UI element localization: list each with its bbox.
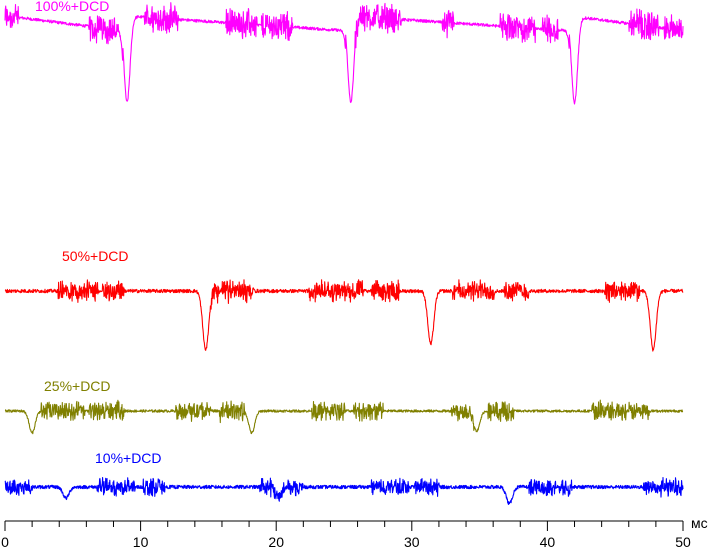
series-line-4	[4, 476, 684, 505]
series-label-4: 10%+DCD	[95, 450, 162, 466]
series-labels: 100%+DCD 50%+DCD 25%+DCD 10%+DCD	[35, 0, 162, 466]
series-line-1	[4, 2, 684, 105]
x-axis-unit-label: мс	[691, 515, 708, 531]
series-line-2	[4, 279, 684, 352]
x-tick-label: 20	[268, 534, 284, 549]
series-layer	[4, 2, 684, 505]
series-label-2: 50%+DCD	[62, 248, 129, 264]
series-label-1: 100%+DCD	[35, 0, 109, 14]
x-tick-label: 50	[675, 534, 691, 549]
x-tick-label: 30	[404, 534, 420, 549]
series-line-3	[4, 399, 684, 435]
x-tick-label: 40	[540, 534, 556, 549]
series-label-3: 25%+DCD	[44, 378, 111, 394]
x-tick-label: 10	[133, 534, 149, 549]
x-tick-label: 0	[1, 534, 9, 549]
